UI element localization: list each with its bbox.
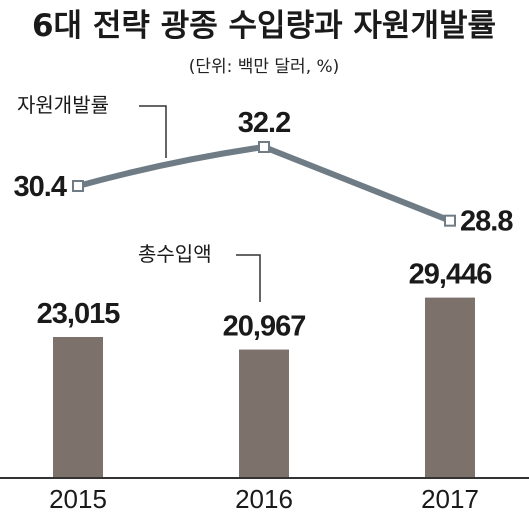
x-tick-label: 2017 — [421, 484, 479, 514]
line-path — [75, 144, 453, 224]
line-series: 30.4 32.2 28.8 — [14, 107, 515, 238]
line-value-label: 30.4 — [14, 171, 67, 203]
bar-value-label: 29,446 — [409, 259, 493, 291]
x-tick-label: 2015 — [49, 484, 107, 514]
bar-2017 — [425, 297, 475, 478]
line-value-label: 28.8 — [460, 206, 513, 238]
line-series-leader — [139, 105, 167, 158]
line-series-label: 자원개발률 — [17, 93, 109, 117]
x-axis-ticks: 2015 2016 2017 — [49, 484, 479, 514]
x-tick-label: 2016 — [235, 484, 293, 514]
bar-value-label: 20,967 — [223, 311, 306, 343]
bar-2015 — [53, 337, 103, 478]
unit-note: (단위: 백만 달러, %) — [189, 57, 340, 77]
line-point-2016 — [258, 141, 270, 153]
bar-2016 — [239, 349, 289, 478]
line-point-2015 — [72, 180, 84, 192]
line-point-2017 — [444, 214, 456, 227]
line-value-label: 32.2 — [238, 107, 290, 139]
chart-title: 6대 전략 광종 수입량과 자원개발률 — [32, 8, 496, 44]
bar-series: 23,015 20,967 29,446 — [37, 259, 493, 478]
series-annotations: 자원개발률 총수입액 — [17, 93, 261, 302]
bar-value-label: 23,015 — [37, 298, 121, 330]
bar-series-leader — [236, 254, 261, 302]
bar-series-label: 총수입액 — [138, 242, 212, 266]
